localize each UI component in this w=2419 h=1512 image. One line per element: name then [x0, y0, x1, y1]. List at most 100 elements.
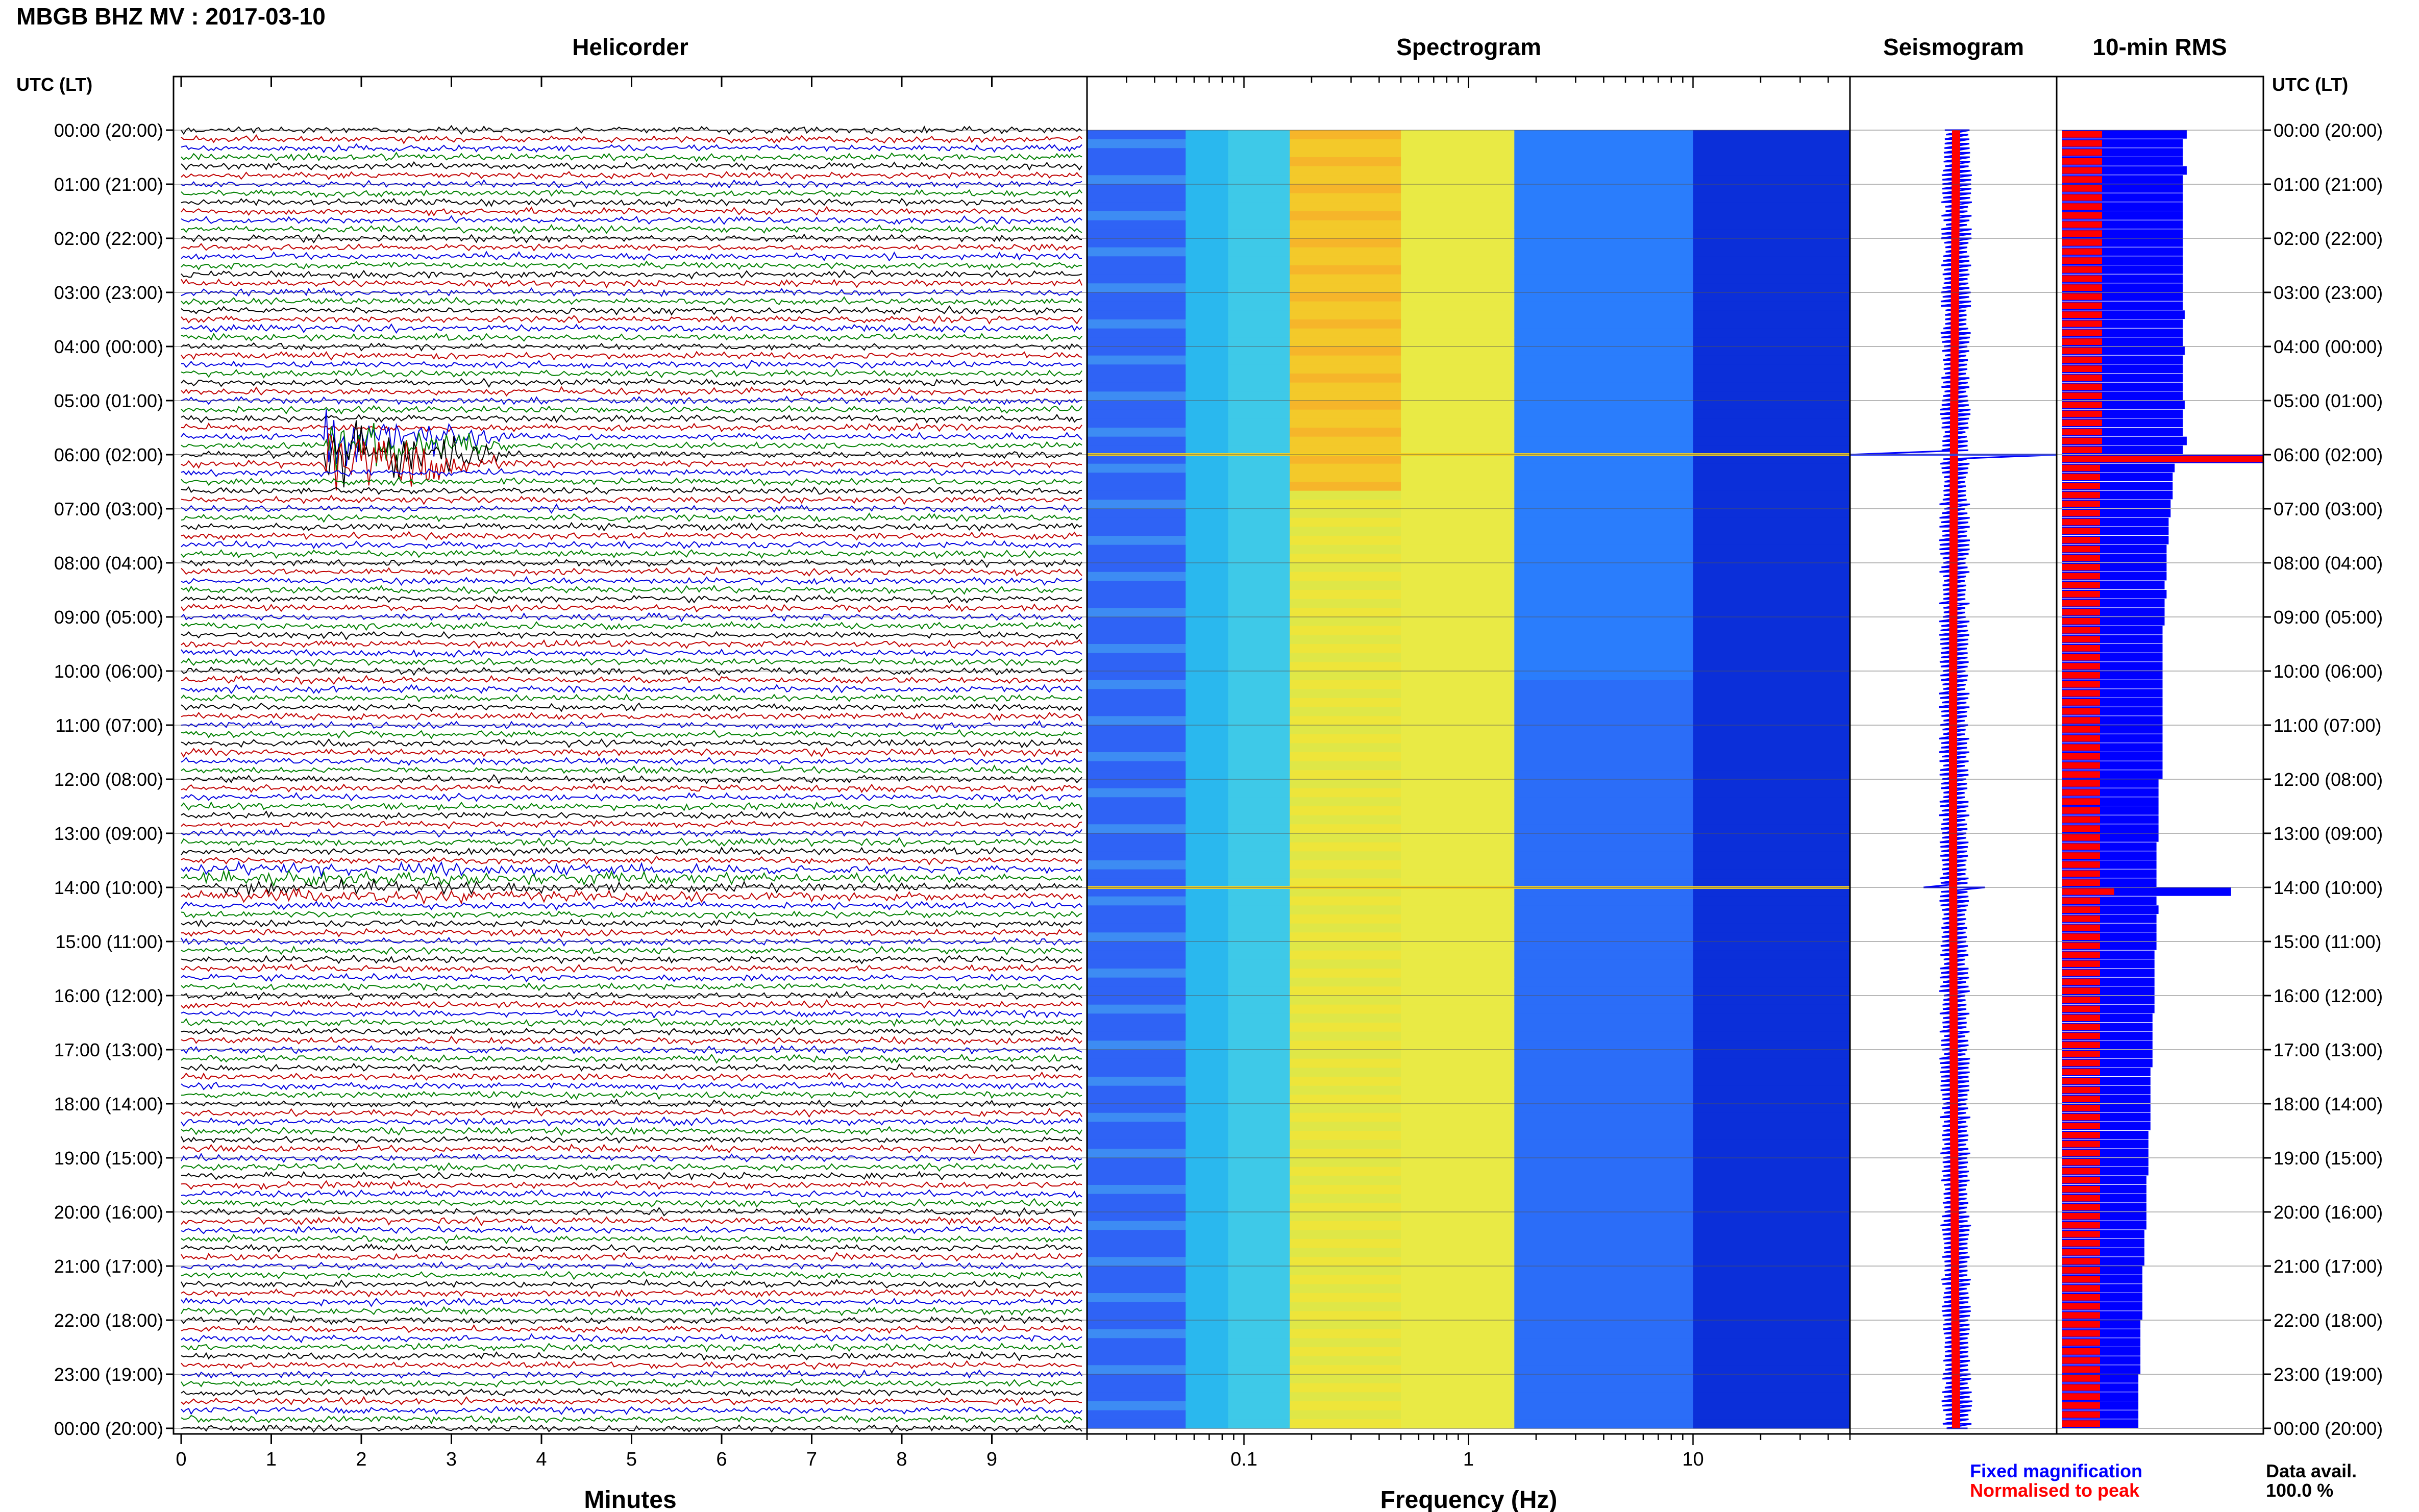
spectrogram-cell — [1514, 779, 1693, 789]
spectrogram-cell — [1087, 878, 1186, 888]
rms-bar-normalised — [2062, 1141, 2100, 1148]
spectrogram-cell — [1228, 455, 1290, 464]
spectrogram-cell — [1401, 1311, 1515, 1321]
spectrogram-cell — [1693, 1004, 1850, 1014]
time-label-left: 12:00 (08:00) — [54, 769, 163, 790]
spectrogram-cell — [1514, 1320, 1693, 1330]
spectrogram-cell — [1693, 355, 1850, 365]
spectrogram-cell — [1087, 959, 1186, 969]
spectrogram-cell — [1186, 986, 1228, 996]
rms-bar-normalised — [2062, 1312, 2100, 1319]
spectrogram-cell — [1228, 914, 1290, 924]
spectrogram-cell — [1693, 229, 1850, 239]
spectrogram-cell — [1228, 1392, 1290, 1402]
spectrogram-cell — [1514, 1131, 1693, 1141]
rms-bar-normalised — [2062, 1069, 2100, 1075]
spectrogram-cell — [1228, 806, 1290, 816]
spectrogram-cell — [1228, 1329, 1290, 1339]
spectrogram-cell — [1087, 1176, 1186, 1185]
spectrogram-cell — [1514, 1419, 1693, 1429]
rms-bars — [2062, 130, 2263, 1428]
spectrogram-cell — [1228, 1068, 1290, 1077]
spectrogram-cell — [1087, 1302, 1186, 1311]
helicorder-trace — [181, 584, 1082, 595]
spectrogram-cell — [1087, 1401, 1186, 1411]
spectrogram-cell — [1087, 238, 1186, 248]
spectrogram-cell — [1228, 617, 1290, 627]
helicorder-trace — [181, 378, 1082, 388]
spectrogram-cell — [1087, 779, 1186, 789]
spectrogram-cell — [1228, 1050, 1290, 1059]
spectrogram-cell — [1228, 707, 1290, 716]
time-label-right: 00:00 (20:00) — [2274, 1418, 2383, 1439]
spectrogram-cell — [1514, 554, 1693, 563]
spectrogram-cell — [1693, 1131, 1850, 1141]
time-label-left: 01:00 (21:00) — [54, 174, 163, 195]
rms-bar-normalised — [2062, 924, 2100, 931]
spectrogram-cell — [1290, 517, 1401, 527]
spectrogram-cell — [1401, 914, 1515, 924]
spectrogram-cell — [1186, 1383, 1228, 1393]
spectrogram-cell — [1514, 932, 1693, 942]
helicorder-trace — [181, 1189, 1082, 1199]
rms-bar-normalised — [2062, 960, 2100, 967]
spectrogram-cell — [1514, 671, 1693, 681]
spectrogram-cell — [1087, 355, 1186, 365]
helicorder-trace — [181, 224, 1082, 235]
spectrogram-cell — [1087, 923, 1186, 933]
spectrogram-cell — [1087, 1347, 1186, 1357]
spectrogram-cell — [1087, 743, 1186, 753]
spectrogram-cell — [1693, 256, 1850, 266]
spectrogram-cell — [1514, 436, 1693, 446]
spectrogram-cell — [1693, 662, 1850, 672]
spectrogram-cell — [1186, 1320, 1228, 1330]
rms-bar-normalised — [2062, 879, 2100, 886]
spectrogram-cell — [1290, 1158, 1401, 1168]
minutes-axis-label: Minutes — [584, 1486, 676, 1512]
spectrogram-cell — [1087, 1095, 1186, 1104]
rms-bar-normalised — [2062, 1384, 2100, 1391]
helicorder-trace — [181, 630, 1082, 640]
rms-bar-normalised — [2062, 185, 2102, 192]
spectrogram-cell — [1401, 563, 1515, 573]
seismogram-title: Seismogram — [1883, 34, 2024, 60]
spectrogram-cell — [1514, 941, 1693, 951]
spectrogram-cell — [1514, 328, 1693, 338]
spectrogram-cell — [1087, 130, 1186, 140]
rms-bar-normalised — [2062, 1086, 2100, 1094]
spectrogram-cell — [1693, 445, 1850, 455]
spectrogram-cell — [1228, 1275, 1290, 1284]
spectrogram-cell — [1401, 274, 1515, 284]
spectrogram-cell — [1401, 878, 1515, 888]
spectrogram-cell — [1186, 554, 1228, 563]
spectrogram-cell — [1228, 878, 1290, 888]
spectrogram-cell — [1228, 797, 1290, 807]
spectrogram-cell — [1693, 1329, 1850, 1339]
time-label-right: 11:00 (07:00) — [2274, 715, 2381, 736]
spectrogram-cell — [1228, 644, 1290, 654]
spectrogram-cell — [1693, 608, 1850, 617]
spectrogram-cell — [1290, 193, 1401, 203]
spectrogram-cell — [1228, 463, 1290, 473]
spectrogram-cell — [1514, 202, 1693, 212]
spectrogram-cell — [1514, 662, 1693, 672]
spectrogram-cell — [1401, 544, 1515, 554]
spectrogram-cell — [1087, 544, 1186, 554]
rms-bar-normalised — [2062, 654, 2100, 661]
spectrogram-cell — [1186, 806, 1228, 816]
spectrogram-cell — [1514, 1329, 1693, 1339]
spectrogram-cell — [1186, 544, 1228, 554]
spectrogram-cell — [1290, 527, 1401, 536]
spectrogram-cell — [1290, 1320, 1401, 1330]
spectrogram-cell — [1401, 626, 1515, 635]
spectrogram-cell — [1401, 608, 1515, 617]
spectrogram-cell — [1228, 752, 1290, 762]
rms-bar-normalised — [2062, 194, 2102, 201]
legend-normalised-to-peak: Normalised to peak — [1970, 1480, 2140, 1501]
spectrogram-cell — [1401, 896, 1515, 906]
spectrogram-cell — [1514, 527, 1693, 536]
helicorder-trace — [181, 386, 1082, 397]
spectrogram-cell — [1401, 770, 1515, 780]
spectrogram-cell — [1514, 590, 1693, 600]
helicorder-trace — [181, 1287, 1082, 1298]
